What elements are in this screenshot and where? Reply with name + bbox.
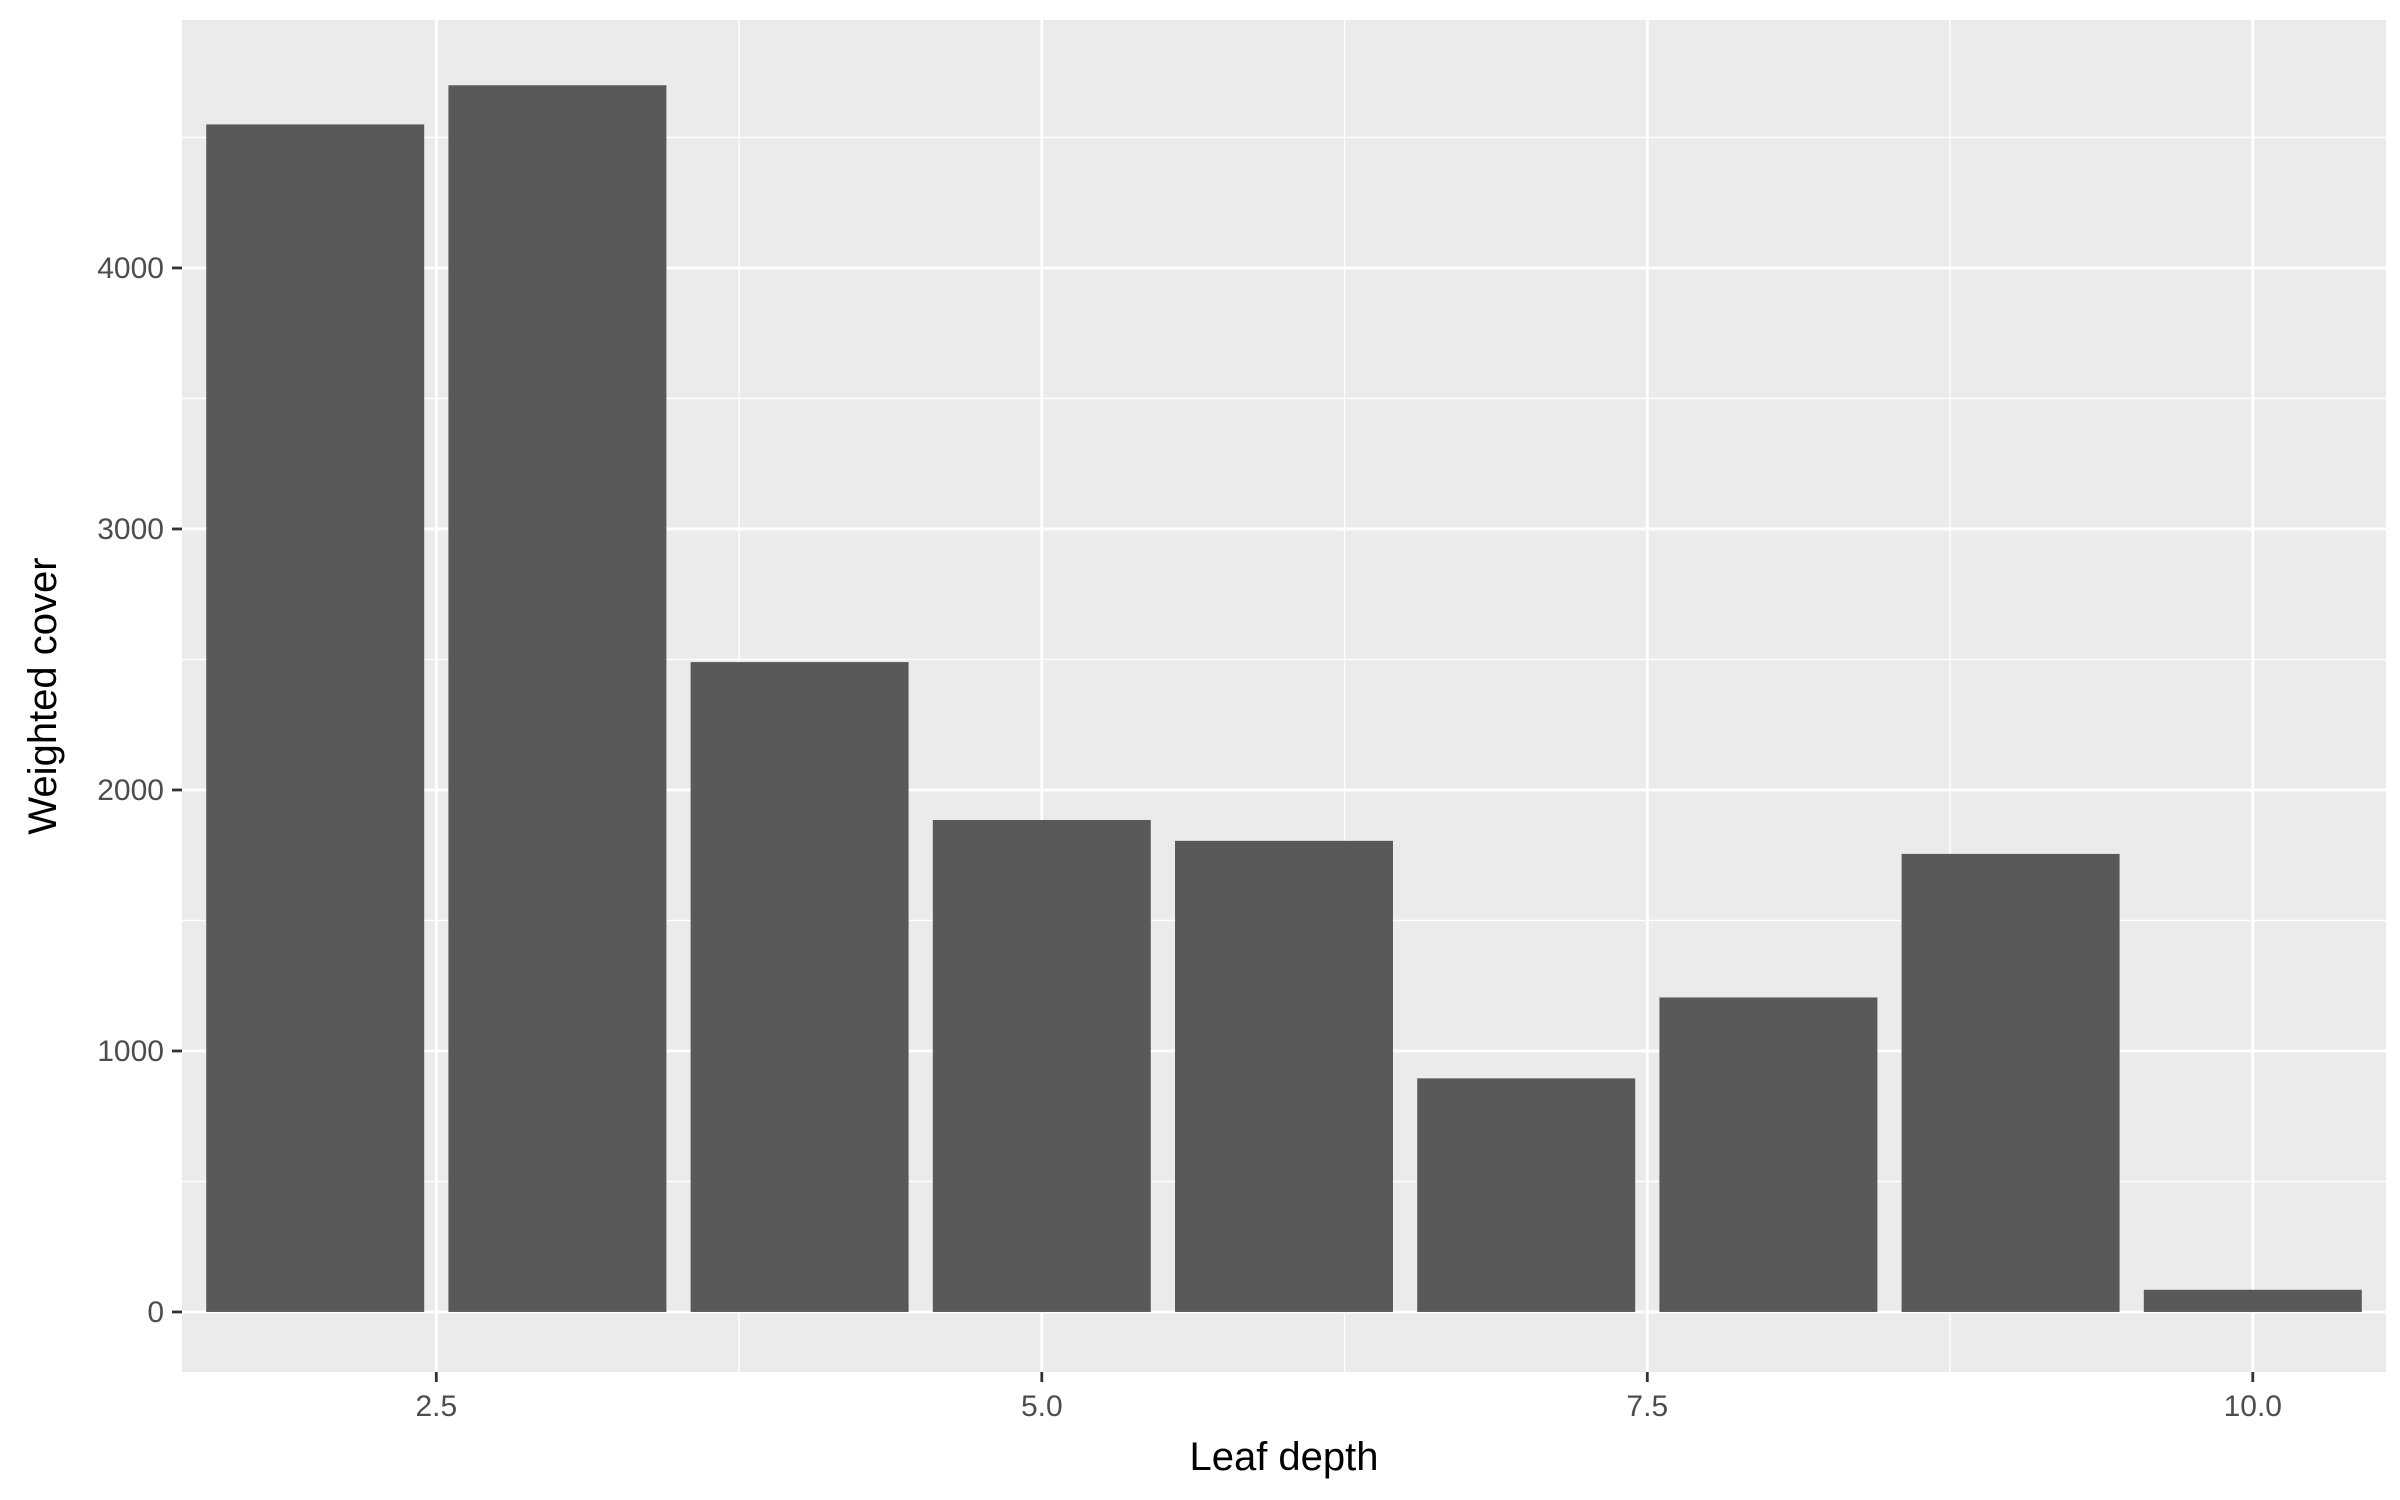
- x-tick-label: 10.0: [2224, 1390, 2282, 1423]
- bar: [1659, 997, 1878, 1312]
- y-tick-label: 4000: [97, 252, 164, 285]
- y-tick-label: 2000: [97, 774, 164, 807]
- bar: [690, 662, 909, 1312]
- x-axis: 2.5 5.0 7.5 10.0: [415, 1372, 2282, 1423]
- bar: [1901, 853, 2120, 1312]
- y-axis: 0 1000 2000 3000 4000: [97, 252, 182, 1329]
- x-axis-title: Leaf depth: [1189, 1435, 1378, 1479]
- x-tick-label: 7.5: [1626, 1390, 1668, 1423]
- x-tick-label: 5.0: [1021, 1390, 1063, 1423]
- y-tick-label: 0: [147, 1296, 164, 1329]
- y-tick-label: 3000: [97, 513, 164, 546]
- bar: [2143, 1289, 2362, 1312]
- bar: [206, 124, 425, 1312]
- bar: [932, 819, 1151, 1312]
- bar: [448, 85, 667, 1312]
- y-tick-label: 1000: [97, 1035, 164, 1068]
- bars: [206, 85, 2362, 1312]
- y-axis-title: Weighted cover: [21, 557, 65, 834]
- bar: [1417, 1078, 1636, 1312]
- x-tick-label: 2.5: [415, 1390, 457, 1423]
- bar: [1175, 840, 1393, 1312]
